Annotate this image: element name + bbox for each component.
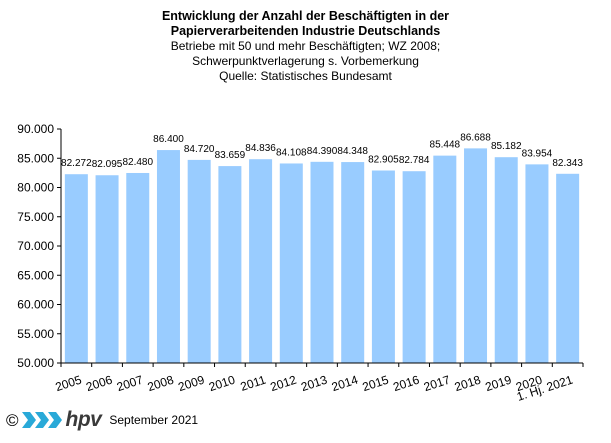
bar <box>279 163 303 363</box>
value-label: 82.784 <box>399 155 430 166</box>
chart-subtitle-line-1: Betriebe mit 50 und mehr Beschäftigten; … <box>170 39 441 53</box>
footer: © hpv September 2021 <box>6 408 198 432</box>
value-label: 85.182 <box>491 141 522 152</box>
bar <box>341 162 365 363</box>
bar <box>525 164 549 363</box>
hpv-logo-text: hpv <box>65 408 102 431</box>
bar <box>126 172 150 363</box>
x-tick-label: 2014 <box>330 372 360 394</box>
bar <box>218 166 242 363</box>
bar <box>156 150 180 363</box>
bar <box>556 173 580 363</box>
bar <box>494 157 518 363</box>
value-label: 84.836 <box>245 143 276 154</box>
value-label: 84.108 <box>276 147 307 158</box>
y-tick-label: 70.000 <box>17 239 54 253</box>
y-tick-label: 50.000 <box>17 356 54 370</box>
value-label: 84.720 <box>184 144 215 155</box>
y-tick-label: 90.000 <box>17 122 54 136</box>
x-tick-label: 2015 <box>361 372 391 394</box>
x-tick-label: 2013 <box>299 372 329 394</box>
x-tick-label: 2008 <box>146 372 176 394</box>
bar <box>64 174 88 363</box>
chart-subtitle-line-2: Schwerpunktverlagerung s. Vorbemerkung <box>192 54 419 68</box>
x-tick-label: 2007 <box>115 372 145 394</box>
value-label: 86.400 <box>153 134 184 145</box>
value-label: 83.954 <box>522 148 553 159</box>
hpv-logo-chevron-icon <box>21 412 62 428</box>
value-label: 82.480 <box>122 157 153 168</box>
y-tick-label: 75.000 <box>17 210 54 224</box>
footer-date: September 2021 <box>109 413 199 427</box>
chart-title-line-2: Papierverarbeitenden Industrie Deutschla… <box>170 24 441 38</box>
x-tick-label: 2018 <box>453 372 483 394</box>
y-axis: 50.000 55.000 60.000 65.000 70.000 75.000 80.0… <box>17 122 62 370</box>
bar <box>464 148 488 363</box>
value-label: 84.348 <box>337 146 368 157</box>
value-label: 82.272 <box>61 158 92 169</box>
value-label: 85.448 <box>430 140 461 151</box>
x-tick-label: 2011 <box>239 372 268 393</box>
bar <box>249 159 273 363</box>
value-label: 82.095 <box>92 159 123 170</box>
bar <box>433 155 457 363</box>
value-label: 86.688 <box>460 132 491 143</box>
y-tick-label: 60.000 <box>17 298 54 312</box>
y-tick-label: 65.000 <box>17 268 54 282</box>
chart-header: Entwicklung der Anzahl der Beschäftigten… <box>0 9 611 84</box>
y-tick-label: 55.000 <box>17 327 54 341</box>
bar <box>187 159 211 363</box>
x-tick-label: 2017 <box>422 372 452 394</box>
x-tick-label: 2010 <box>207 372 237 394</box>
bar <box>95 175 119 363</box>
value-label: 83.659 <box>215 150 246 161</box>
x-tick-label: 2012 <box>268 372 298 394</box>
chart-title-line-1: Entwicklung der Anzahl der Beschäftigten… <box>161 9 450 23</box>
bar <box>310 161 334 363</box>
value-label: 82.343 <box>552 158 583 169</box>
bar <box>371 170 395 363</box>
bars <box>64 148 580 363</box>
x-tick-label: 2019 <box>483 372 513 394</box>
chart-subtitle-line-3: Quelle: Statistisches Bundesamt <box>219 69 392 83</box>
x-tick-label: 2005 <box>54 372 84 394</box>
y-tick-label: 85.000 <box>17 151 54 165</box>
value-labels: 82.272 82.095 82.480 86.40084.72083.65984.8… <box>61 132 583 170</box>
x-axis: 2005 2006 2007 2008 2009 2010 2011 2012 2013 2014… <box>54 362 584 404</box>
copyright-symbol: © <box>6 410 19 430</box>
x-tick-label: 2009 <box>176 372 206 394</box>
x-tick-label: 2016 <box>391 372 421 394</box>
x-tick-label: 2006 <box>84 372 114 394</box>
value-label: 84.390 <box>307 146 338 157</box>
y-tick-label: 80.000 <box>17 181 54 195</box>
value-label: 82.905 <box>368 155 399 166</box>
bar <box>402 171 426 363</box>
